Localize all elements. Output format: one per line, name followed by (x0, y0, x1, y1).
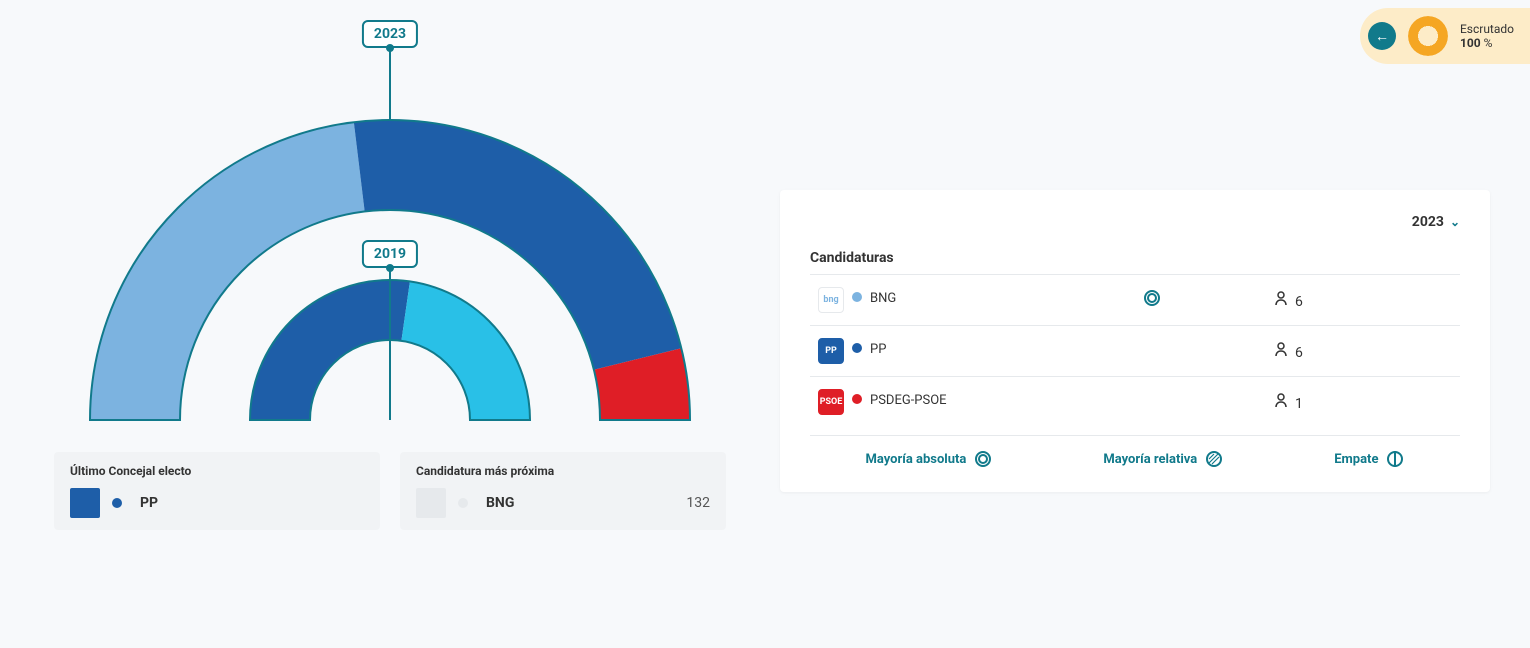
inner-year-connector (389, 268, 391, 420)
year-selector[interactable]: 2023 ⌄ (810, 214, 1460, 230)
next-candidate-label: BNG (486, 495, 514, 511)
scrutiny-value: 100 (1460, 36, 1481, 50)
majority-cell (1135, 275, 1265, 326)
inner-year-dot (386, 264, 394, 272)
spacer-cell (1410, 275, 1460, 326)
scrutiny-label: Escrutado (1460, 22, 1514, 36)
person-icon (1273, 290, 1289, 306)
last-councillor-title: Último Concejal electo (70, 464, 364, 478)
majority-legend: Mayoría absoluta Mayoría relativa Empate (810, 435, 1460, 468)
outer-year-dot (386, 44, 394, 52)
table-row[interactable]: PSOE PSDEG-PSOE 1 (810, 377, 1460, 428)
person-icon (1273, 392, 1289, 408)
party-color-dot (852, 292, 862, 302)
majority-cell (1135, 377, 1265, 428)
last-councillor-label: PP (140, 495, 158, 511)
inner-year-label: 2019 (374, 246, 406, 262)
party-logo: PSOE (818, 389, 844, 415)
spacer-cell (1410, 377, 1460, 428)
next-candidate-swatch (416, 488, 446, 518)
seat-count: 6 (1295, 294, 1303, 310)
back-arrow-icon: ← (1375, 28, 1389, 45)
semicircle-chart: 2023 2019 (80, 80, 700, 440)
candidacies-table: bng BNG 6 PP PP 6 PSOE PSDEG-PSOE 1 (810, 274, 1460, 427)
footer-cards: Último Concejal electo PP Candidatura má… (40, 452, 740, 530)
scrutiny-text: Escrutado 100 % (1460, 22, 1514, 50)
spacer-cell (1410, 326, 1460, 377)
seats-cell: 6 (1265, 275, 1410, 326)
scrutiny-badge: ← Escrutado 100 % (1360, 8, 1530, 64)
absolute-majority-icon (974, 450, 992, 468)
scrutiny-donut-icon (1408, 16, 1448, 56)
majority-cell (1135, 326, 1265, 377)
scrutiny-suffix: % (1484, 36, 1493, 50)
legend-absolute: Mayoría absoluta (865, 450, 992, 468)
year-selector-label: 2023 (1412, 214, 1444, 230)
person-icon (1273, 341, 1289, 357)
chart-panel: 2023 2019 Último Concejal electo PP (40, 80, 740, 530)
last-councillor-dot (112, 498, 122, 508)
results-panel: 2023 ⌄ Candidaturas bng BNG 6 PP PP 6 PSOE PSDEG… (780, 190, 1490, 492)
party-logo: PP (818, 338, 844, 364)
seats-cell: 6 (1265, 326, 1410, 377)
seat-count: 6 (1295, 345, 1303, 361)
relative-majority-icon (1205, 450, 1223, 468)
table-row[interactable]: PP PP 6 (810, 326, 1460, 377)
arc-segment (250, 280, 410, 420)
party-color-dot (852, 343, 862, 353)
outer-year-connector (389, 48, 391, 120)
back-button[interactable]: ← (1368, 22, 1396, 50)
chevron-down-icon: ⌄ (1450, 215, 1460, 229)
outer-year-label: 2023 (374, 26, 406, 42)
legend-relative: Mayoría relativa (1103, 450, 1223, 468)
tie-icon (1386, 450, 1404, 468)
party-name: BNG (870, 291, 896, 306)
seats-cell: 1 (1265, 377, 1410, 428)
next-candidate-dot (458, 498, 468, 508)
next-candidate-card: Candidatura más próxima BNG 132 (400, 452, 726, 530)
next-candidate-title: Candidatura más próxima (416, 464, 710, 478)
party-name: PP (870, 342, 886, 357)
absolute-majority-icon (1143, 289, 1161, 307)
party-logo: bng (818, 287, 844, 313)
seat-count: 1 (1295, 396, 1303, 412)
last-councillor-swatch (70, 488, 100, 518)
candidacies-title: Candidaturas (810, 250, 1460, 266)
party-name: PSDEG-PSOE (870, 393, 947, 408)
party-color-dot (852, 394, 862, 404)
last-councillor-card: Último Concejal electo PP (54, 452, 380, 530)
next-candidate-value: 132 (686, 495, 710, 511)
legend-tie: Empate (1334, 450, 1404, 468)
table-row[interactable]: bng BNG 6 (810, 275, 1460, 326)
